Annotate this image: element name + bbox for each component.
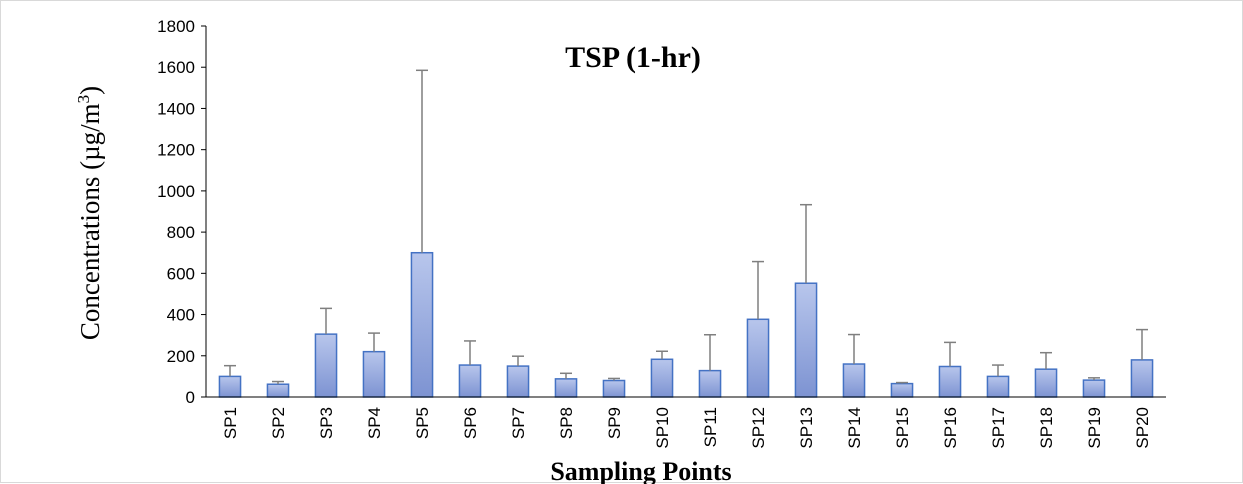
- bar-sp15: [890, 382, 914, 398]
- x-tick-label: SP17: [989, 407, 1008, 449]
- x-tick-label: SP20: [1133, 407, 1152, 449]
- x-tick-label: SP4: [365, 407, 384, 439]
- y-tick-label: 1200: [157, 141, 195, 160]
- x-tick-label: SP18: [1037, 407, 1056, 449]
- bar-sp7: [506, 365, 530, 398]
- x-tick-label: SP13: [797, 407, 816, 449]
- x-tick-label: SP14: [845, 407, 864, 449]
- y-axis-label-main: Concentrations (µg/m: [75, 103, 105, 340]
- bar-sp8: [554, 378, 578, 398]
- bar-sp16: [938, 365, 962, 398]
- x-tick-label: SP6: [461, 407, 480, 439]
- x-tick-label: SP16: [941, 407, 960, 449]
- y-tick-label: 0: [186, 388, 195, 407]
- y-axis-label-close: ): [75, 86, 105, 95]
- x-tick-label: SP9: [605, 407, 624, 439]
- y-tick-label: 600: [167, 264, 195, 283]
- y-tick-label: 800: [167, 223, 195, 242]
- x-tick-label: SP19: [1085, 407, 1104, 449]
- x-tick-label: SP15: [893, 407, 912, 449]
- x-tick-label: SP10: [653, 407, 672, 449]
- y-axis-label-superscript: 3: [74, 95, 93, 104]
- bars: [218, 251, 1154, 398]
- bar-sp10: [650, 358, 674, 398]
- x-tick-label: SP11: [701, 407, 720, 447]
- x-axis-label: Sampling Points: [550, 457, 731, 484]
- y-tick-label: 1600: [157, 58, 195, 77]
- bar-sp19: [1082, 379, 1106, 398]
- error-bars: [224, 69, 1148, 385]
- x-tick-label: SP3: [317, 407, 336, 439]
- x-axis: SP1 SP2 SP3 SP4 SP5 SP6 SP7 SP8 SP9 SP10 SP11 SP12 S…: [206, 396, 1166, 449]
- y-axis-label: Concentrations (µg/m3): [74, 86, 105, 340]
- chart-title: TSP (1-hr): [565, 41, 701, 74]
- bar-sp1: [218, 375, 242, 398]
- y-tick-label: 400: [167, 306, 195, 325]
- y-tick-label: 1400: [157, 99, 195, 118]
- bar-sp9: [602, 379, 626, 398]
- bar-sp17: [986, 375, 1010, 398]
- x-tick-label: SP8: [557, 407, 576, 439]
- bar-sp20: [1130, 359, 1154, 398]
- y-axis: 0 200 400 600 800 1000 1200 1400 1600 1800: [157, 17, 207, 407]
- bar-sp3: [314, 333, 338, 398]
- bar-sp5: [410, 251, 434, 398]
- x-tick-label: SP12: [749, 407, 768, 449]
- x-tick-label: SP2: [269, 407, 288, 439]
- bar-sp2: [266, 383, 290, 398]
- y-tick-label: 200: [167, 347, 195, 366]
- bar-sp4: [362, 350, 386, 398]
- bar-sp11: [698, 369, 722, 398]
- x-tick-label: SP5: [413, 407, 432, 439]
- y-tick-label: 1800: [157, 17, 195, 36]
- bar-sp6: [458, 364, 482, 398]
- y-tick-label: 1000: [157, 182, 195, 201]
- bar-sp13: [794, 282, 818, 398]
- bar-sp14: [842, 363, 866, 398]
- bar-sp12: [746, 318, 770, 398]
- x-tick-label: SP1: [221, 407, 240, 439]
- x-tick-label: SP7: [509, 407, 528, 439]
- bar-sp18: [1034, 368, 1058, 398]
